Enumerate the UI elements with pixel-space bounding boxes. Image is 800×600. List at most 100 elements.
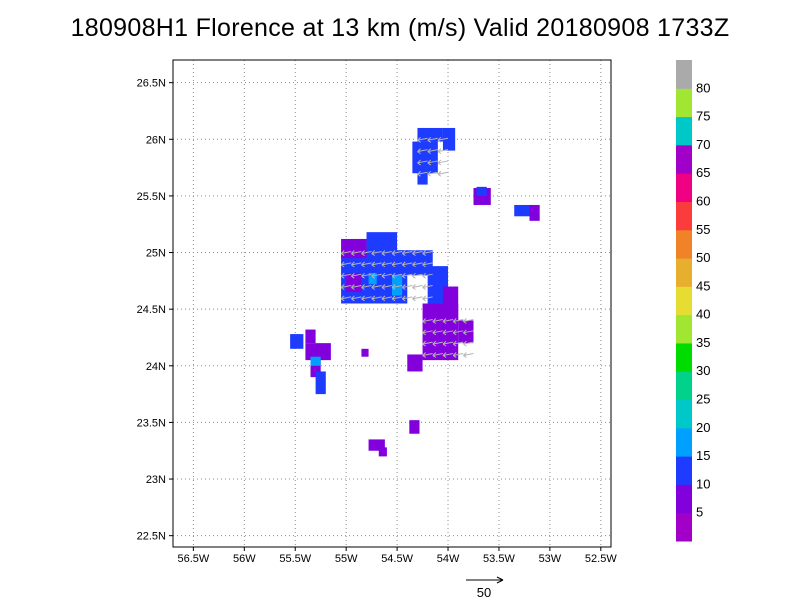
y-tick-label: 23.5N (137, 417, 166, 429)
wind-vector-arrow (427, 136, 438, 143)
wind-speed-cell (378, 447, 387, 457)
wind-vector-arrow (463, 318, 474, 324)
wind-vector-arrow (401, 250, 413, 256)
colorbar-segment (676, 60, 692, 89)
wind-vector-arrow (427, 159, 438, 166)
wind-vector-arrow (463, 340, 474, 347)
wind-vector-arrow (401, 261, 413, 268)
colorbar-segment (676, 286, 692, 316)
colorbar-label: 50 (696, 250, 710, 265)
wind-vector-arrow (381, 295, 393, 302)
reference-arrow-label: 50 (477, 585, 491, 600)
colorbar-label: 15 (696, 448, 710, 463)
reference-arrowhead (496, 576, 504, 584)
wind-speed-cell (366, 232, 398, 253)
colorbar-label: 65 (696, 165, 710, 180)
y-tick-label: 26.5N (137, 78, 166, 90)
colorbar-segment (676, 427, 692, 457)
wind-vector-arrow (442, 352, 454, 358)
colorbar-segment (676, 512, 692, 542)
wind-speed-cell (412, 141, 438, 174)
wind-vector-arrow (412, 272, 423, 279)
wind-speed-cell (310, 356, 321, 366)
wind-speed-cell (392, 275, 403, 296)
colorbar-label: 70 (696, 137, 710, 152)
wind-vector-arrow (463, 352, 474, 358)
wind-vector-arrow (412, 295, 423, 302)
wind-speed-cell (514, 204, 532, 217)
y-tick-label: 22.5N (137, 531, 166, 543)
x-tick-label: 55.5W (279, 553, 311, 565)
colorbar-label: 40 (696, 307, 710, 322)
wind-vector-arrow (422, 318, 433, 324)
x-tick-label: 52.5W (585, 553, 617, 565)
colorbar-label: 80 (696, 80, 710, 95)
wind-speed-cell (346, 272, 362, 293)
wind-vector-arrow (437, 159, 449, 166)
wind-vector-arrow (371, 272, 382, 279)
wind-vector-arrow (452, 318, 464, 324)
wind-speed-cell (315, 371, 326, 395)
wind-vector-arrow (391, 261, 403, 268)
wind-speed-field (290, 127, 540, 457)
wind-vector-arrow (422, 329, 433, 336)
wind-vector-arrow (432, 352, 443, 358)
colorbar-label: 45 (696, 278, 710, 293)
colorbar-segment (676, 484, 692, 514)
wind-vector-arrow (422, 261, 433, 268)
wind-vector-arrow (422, 295, 433, 302)
wind-vector-arrow (391, 272, 403, 279)
wind-vector-arrow (432, 318, 443, 324)
wind-vector-arrow (452, 352, 464, 358)
wind-vector-arrow (340, 284, 352, 290)
wind-speed-cell (442, 286, 459, 321)
wind-speed-cell (529, 204, 540, 221)
wind-vector-arrow (350, 295, 362, 302)
colorbar-segment (676, 173, 692, 202)
colorbar-label: 55 (696, 222, 710, 237)
y-tick-label: 25.5N (137, 191, 166, 203)
wind-vector-arrow (417, 136, 428, 143)
wind-vector-arrow (371, 284, 382, 290)
x-tick-label: 54W (437, 553, 460, 565)
colorbar-segment (676, 456, 692, 485)
wind-vector-arrow (422, 284, 433, 290)
colorbar-segment (676, 116, 692, 146)
wind-vector-arrow (361, 250, 372, 256)
wind-vector-arrow (350, 284, 362, 290)
colorbar-segment (676, 201, 692, 231)
colorbar-label: 5 (696, 505, 703, 520)
wind-vector-arrow (340, 272, 352, 279)
wind-vector-arrow (432, 329, 443, 336)
wind-speed-cell (290, 334, 304, 349)
wind-vector-arrow (401, 284, 413, 290)
wind-vector-arrow (442, 340, 454, 347)
wind-vector-arrow (417, 170, 428, 177)
wind-vector-arrow (361, 272, 372, 279)
wind-vector-arrow (432, 340, 443, 347)
wind-vector-arrow (422, 352, 433, 358)
grid-lines (173, 60, 611, 547)
wind-vector-arrow (437, 148, 449, 155)
wind-vector-arrow (381, 261, 393, 268)
wind-vector-arrow (340, 250, 352, 256)
wind-speed-cell (341, 238, 367, 259)
wind-vector-arrow (391, 250, 403, 256)
colorbar-segment (676, 371, 692, 401)
wind-vector-arrow (412, 261, 423, 268)
wind-vector-arrow (340, 295, 352, 302)
wind-vector-arrow (442, 329, 454, 336)
wind-vector-arrow (412, 284, 423, 290)
wind-vector-arrow (452, 329, 464, 336)
wind-vector-arrow (437, 170, 449, 177)
y-tick-label: 24.5N (137, 304, 166, 316)
colorbar-label: 75 (696, 109, 710, 124)
colorbar-segment (676, 88, 692, 118)
colorbar: 5 10 15 20 25 30 35 40 45 50 55 60 65 70 75 80 (676, 60, 710, 542)
wind-vector-arrow (422, 340, 433, 347)
wind-speed-cell (305, 329, 316, 344)
x-tick-label: 54.5W (381, 553, 413, 565)
wind-vector-arrow (412, 250, 423, 256)
wind-vector-arrow (391, 284, 403, 290)
wind-vector-arrow (452, 340, 464, 347)
